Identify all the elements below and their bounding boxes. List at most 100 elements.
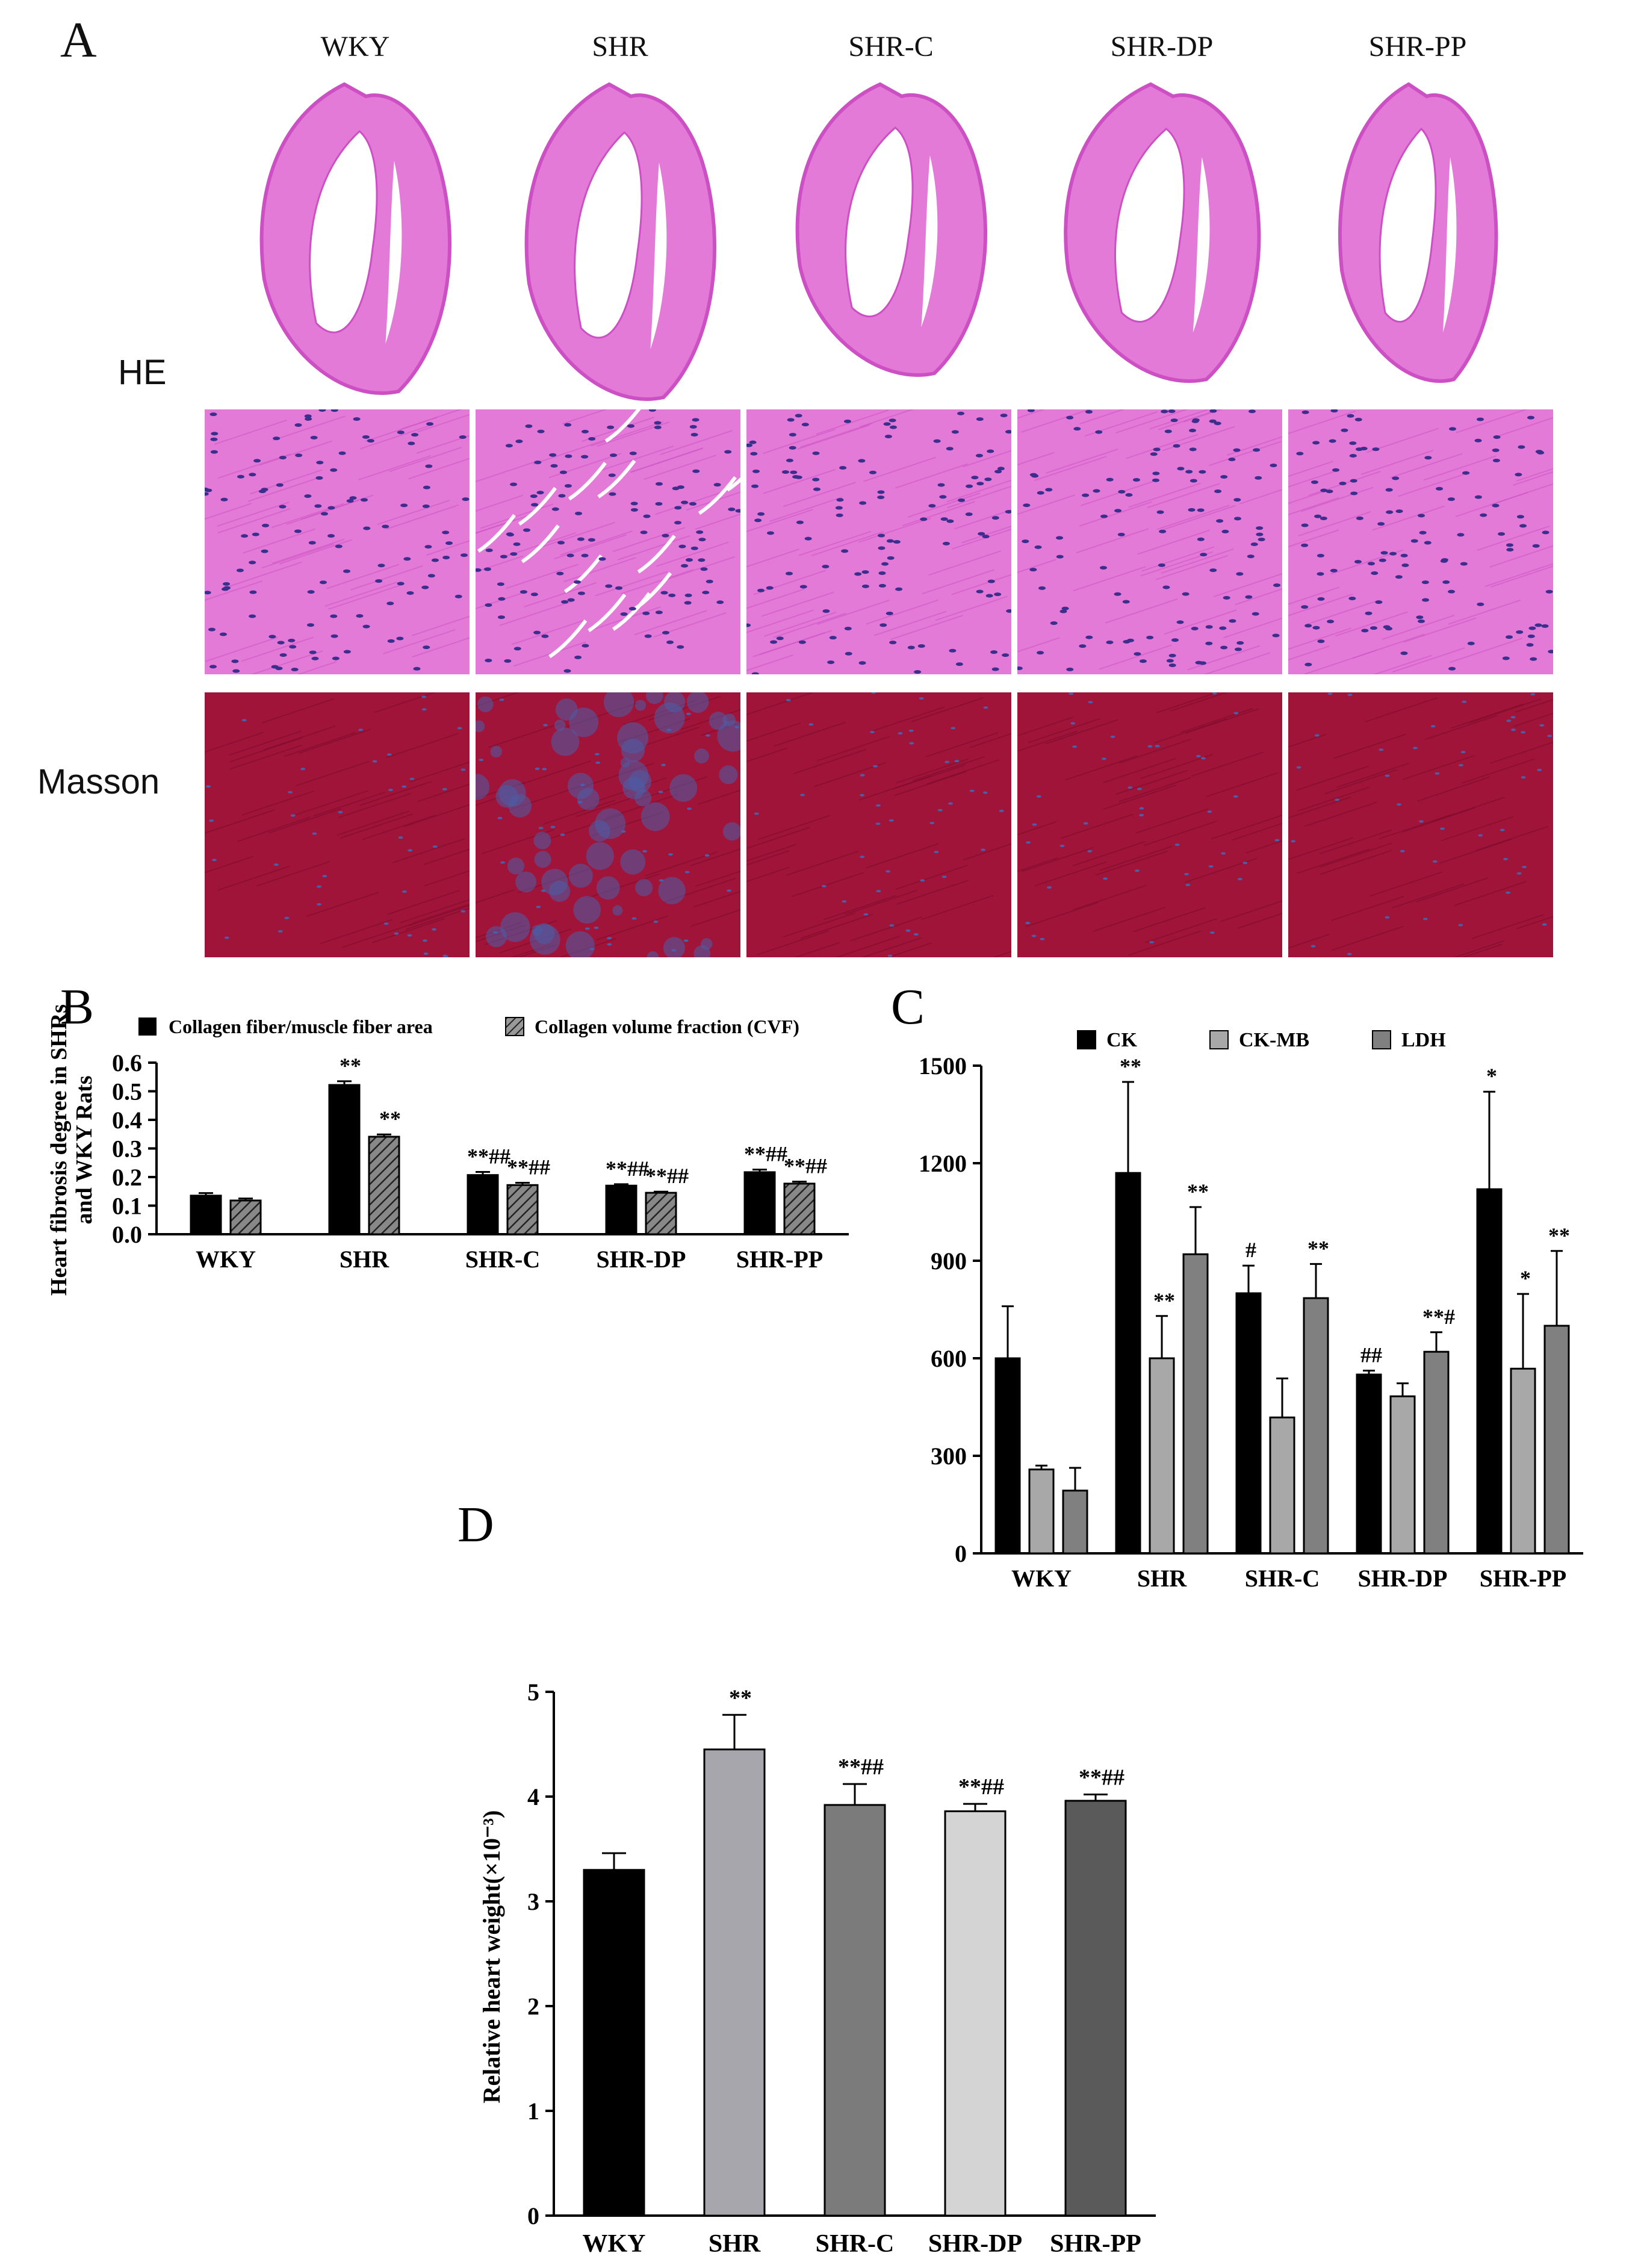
masson-micrograph-shr-pp	[1288, 692, 1553, 957]
he-micrograph-wky	[205, 409, 470, 674]
c-significance: **	[1308, 1236, 1329, 1260]
group-label-shr-dp: SHR-DP	[1110, 31, 1214, 63]
he-row-label: HE	[118, 353, 167, 392]
d-ytick-label: 0	[527, 2202, 539, 2229]
c-bar-ck	[994, 1357, 1021, 1555]
d-ytick-label: 4	[527, 1783, 539, 1810]
d-significance: **##	[1079, 1765, 1125, 1791]
b-bar-collagen-muscle	[328, 1084, 361, 1235]
b-bar-cvf	[229, 1199, 262, 1235]
c-significance: *	[1486, 1064, 1497, 1088]
c-bar-ck-mb	[1389, 1395, 1416, 1555]
b-xtick-label: SHR-PP	[736, 1246, 823, 1273]
b-legend-label-collagen-muscle: Collagen fiber/muscle fiber area	[169, 1016, 433, 1037]
he-micrograph-shr-c	[746, 409, 1011, 674]
d-significance: **	[729, 1685, 752, 1710]
heart-section-shr-c	[795, 82, 987, 377]
heart-section-shr-pp	[1338, 82, 1498, 383]
b-bar-cvf	[645, 1191, 677, 1235]
b-ytick-label: 0.2	[112, 1164, 142, 1191]
b-ytick-label: 0.4	[112, 1107, 142, 1134]
d-xtick-label: SHR-C	[816, 2230, 895, 2258]
group-label-wky: WKY	[320, 31, 390, 63]
group-label-shr-pp: SHR-PP	[1368, 31, 1467, 63]
masson-micrograph-shr-c	[746, 692, 1011, 957]
b-bar-collagen-muscle	[605, 1184, 637, 1235]
c-bar-ck	[1476, 1188, 1503, 1555]
panel-c-letter: C	[891, 979, 925, 1035]
c-significance: ##	[1360, 1343, 1382, 1367]
d-ytick-label: 2	[527, 1993, 539, 2020]
panel-a-letter: A	[60, 12, 97, 68]
c-significance: #	[1245, 1238, 1256, 1262]
b-ytick-label: 0.5	[112, 1078, 142, 1105]
d-ytick-label: 5	[527, 1679, 539, 1706]
b-significance: **##	[467, 1144, 510, 1168]
c-bar-ck	[1235, 1292, 1262, 1555]
c-legend-label-ldh: LDH	[1401, 1029, 1446, 1051]
b-ytick-label: 0.6	[112, 1049, 142, 1077]
panel-b-letter: B	[60, 979, 94, 1035]
b-ytick-label: 0.0	[112, 1221, 142, 1248]
b-ylabel: Heart fibrosis degree in SHRs and WKY Rat…	[46, 1004, 97, 1296]
d-xtick-label: SHR-DP	[928, 2230, 1022, 2258]
d-bar-shr-pp	[1064, 1800, 1127, 2217]
c-bar-ck-mb	[1149, 1357, 1175, 1555]
b-significance: **##	[507, 1155, 550, 1179]
c-significance: *	[1520, 1266, 1531, 1290]
b-ylabel-line: and WKY Rats	[72, 1075, 97, 1224]
masson-micrograph-shr-dp	[1017, 692, 1282, 957]
c-legend-label-ck-mb: CK-MB	[1239, 1029, 1309, 1051]
c-bar-ck-mb	[1510, 1367, 1536, 1555]
c-bar-ldh	[1062, 1490, 1088, 1555]
masson-row-label: Masson	[37, 762, 160, 801]
d-xtick-label: WKY	[583, 2230, 646, 2258]
b-significance: **##	[744, 1142, 787, 1166]
c-xtick-label: SHR	[1137, 1565, 1187, 1592]
c-bar-ldh	[1303, 1297, 1329, 1555]
c-bar-ck	[1115, 1172, 1141, 1555]
b-xtick-label: WKY	[196, 1246, 256, 1273]
c-xtick-label: SHR-PP	[1480, 1565, 1566, 1592]
he-micrograph-shr	[476, 409, 740, 674]
c-legend-swatch-ck-mb	[1209, 1030, 1229, 1049]
b-bar-cvf	[368, 1136, 400, 1235]
c-xtick-label: SHR-C	[1245, 1565, 1320, 1592]
c-bar-ldh	[1182, 1253, 1209, 1555]
d-bar-shr	[703, 1748, 766, 2217]
c-ytick-label: 600	[931, 1345, 967, 1372]
masson-micrograph-wky	[205, 692, 470, 957]
d-bar-shr-dp	[944, 1810, 1007, 2217]
b-ylabel-line: Heart fibrosis degree in SHRs	[46, 1004, 72, 1296]
c-significance: **	[1187, 1179, 1209, 1204]
c-bar-ldh	[1423, 1350, 1450, 1555]
heart-section-shr	[524, 82, 716, 401]
b-significance: **	[379, 1107, 401, 1131]
b-ytick-label: 0.3	[112, 1136, 142, 1163]
c-bar-ck-mb	[1269, 1416, 1295, 1555]
d-xtick-label: SHR-PP	[1050, 2230, 1141, 2258]
d-ytick-label: 1	[527, 2098, 539, 2125]
c-bar-ldh	[1543, 1325, 1570, 1555]
d-xtick-label: SHR	[709, 2230, 761, 2258]
c-ytick-label: 1500	[919, 1052, 967, 1080]
d-bar-shr-c	[824, 1804, 886, 2217]
heart-section-wky	[259, 82, 451, 395]
c-ytick-label: 0	[955, 1540, 967, 1567]
d-significance: **##	[958, 1774, 1004, 1800]
c-significance: **	[1153, 1288, 1175, 1313]
b-legend-swatch-cvf	[505, 1017, 524, 1036]
group-label-shr: SHR	[592, 31, 648, 63]
c-legend-swatch-ck	[1077, 1030, 1096, 1049]
b-xtick-label: SHR-DP	[597, 1246, 686, 1273]
c-xtick-label: WKY	[1011, 1565, 1072, 1592]
masson-micrograph-shr	[476, 692, 740, 957]
b-legend-label-cvf: Collagen volume fraction (CVF)	[535, 1016, 799, 1037]
heart-section-shr-dp	[1064, 82, 1261, 383]
b-significance: **##	[645, 1164, 689, 1188]
c-xtick-label: SHR-DP	[1358, 1565, 1448, 1592]
c-ytick-label: 300	[931, 1443, 967, 1470]
group-label-shr-c: SHR-C	[848, 31, 934, 63]
c-ytick-label: 1200	[919, 1150, 967, 1177]
